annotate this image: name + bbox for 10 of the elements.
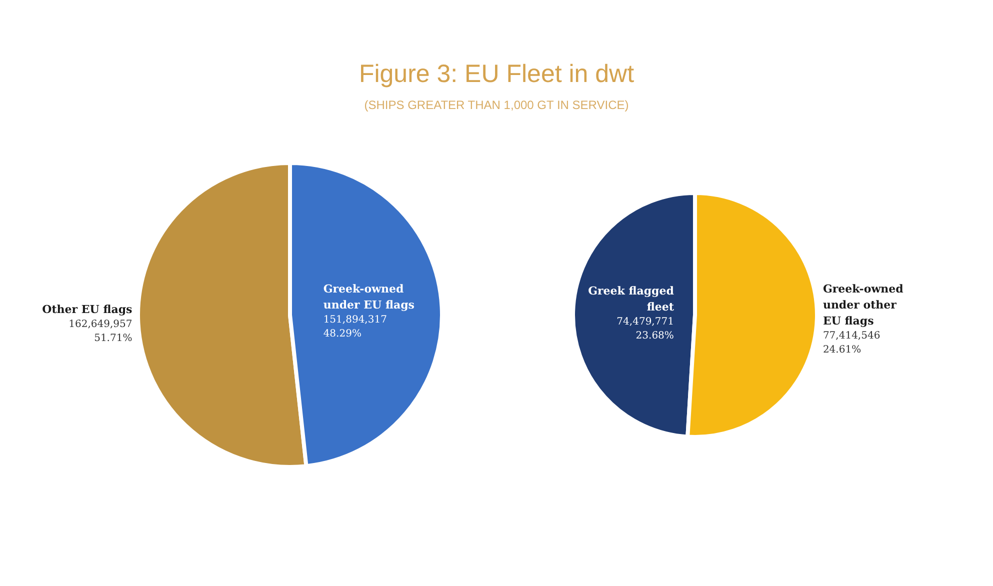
slice-label: Other EU flags xyxy=(42,302,132,316)
slice-label: Greek-owned under other EU flags xyxy=(822,282,904,328)
text: Figure 3: EU Fleet in dwt xyxy=(358,60,636,89)
slice-label: Greek-owned under EU flags xyxy=(323,282,414,312)
slice-label: Greek flagged fleet xyxy=(588,284,675,314)
text: (SHIPS GREATER THAN 1,000 GT IN SERVICE) xyxy=(363,98,630,112)
data-label: 74,479,771 23.68% xyxy=(616,316,674,342)
data-label: 77,414,546 24.61% xyxy=(822,330,880,356)
data-label: 162,649,957 51.71% xyxy=(68,318,132,344)
data-label: 151,894,317 48.29% xyxy=(323,314,387,340)
